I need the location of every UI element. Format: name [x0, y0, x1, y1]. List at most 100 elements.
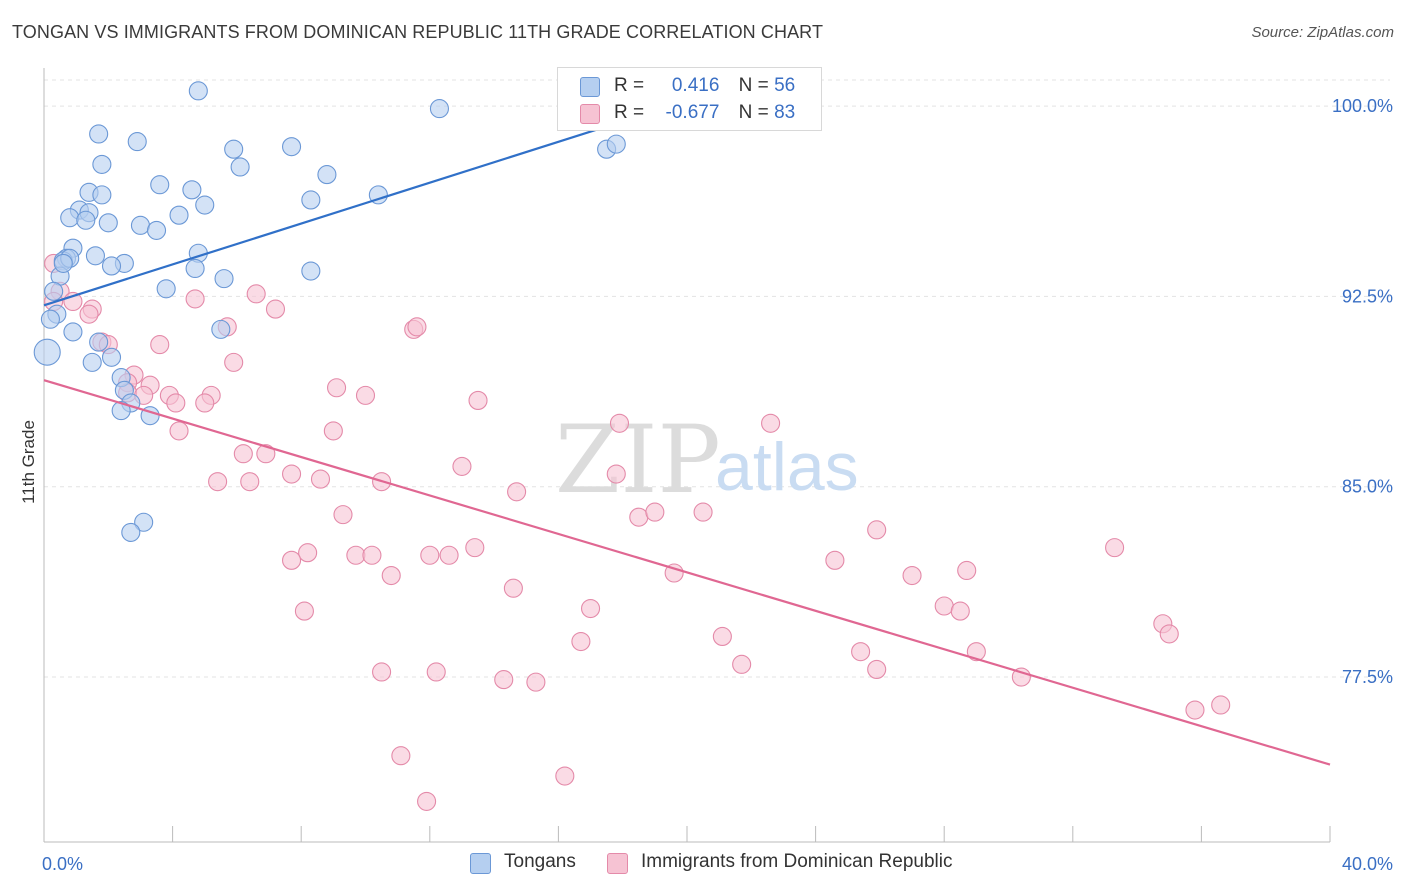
tongan-points	[33, 81, 626, 542]
dominican-point-29	[609, 413, 630, 433]
dominican-point-42	[645, 502, 665, 522]
tongan-point-1	[429, 99, 449, 119]
dominican-point-5	[79, 304, 99, 324]
dominican-point-14	[224, 352, 244, 372]
y-axis-label: 11th Grade	[19, 420, 38, 504]
dominican-point-24	[468, 390, 488, 410]
tongan-point-15	[195, 195, 215, 215]
dominican-point-82	[246, 284, 266, 304]
dominican-point-46	[346, 545, 366, 565]
tongan-point-42	[101, 347, 122, 367]
y-tick-label-1: 85.0%	[1342, 477, 1393, 497]
correlation-legend: R = 0.416 N = 56 R = -0.677 N = 83	[557, 67, 822, 131]
watermark-atlas: atlas	[715, 429, 859, 505]
legend-n-label: N =	[738, 75, 769, 96]
dominican-point-73	[426, 662, 446, 682]
bottom-legend-swatch-pink	[607, 853, 628, 874]
legend-r-value: -0.677	[665, 102, 720, 123]
dominican-point-47	[298, 543, 318, 563]
tongan-point-41	[33, 338, 61, 366]
tongan-point-29	[101, 256, 122, 276]
y-tick-label-0: 77.5%	[1342, 667, 1393, 687]
legend-swatch-blue	[580, 77, 600, 97]
tongan-point-3	[127, 132, 147, 152]
dominican-point-43	[693, 502, 713, 522]
bottom-legend-label-dominican: Immigrants from Dominican Republic	[641, 851, 953, 872]
dominican-point-35	[606, 464, 626, 484]
legend-n-value: 56	[774, 75, 796, 96]
tongan-trendline	[43, 105, 672, 307]
x-tick-label-1: 40.0%	[1342, 854, 1393, 874]
dominican-point-45	[867, 520, 887, 540]
legend-r-label: R =	[614, 75, 645, 96]
tongan-point-19	[60, 208, 80, 228]
tongan-point-21	[98, 213, 118, 233]
dominican-point-48	[362, 545, 382, 565]
dominican-point-68	[851, 642, 871, 662]
tongan-point-12	[92, 185, 112, 205]
dominican-point-79	[391, 746, 411, 766]
dominican-point-13	[150, 335, 170, 355]
dominican-point-10	[407, 317, 427, 337]
dominican-point-31	[233, 444, 253, 464]
tongan-point-2	[89, 124, 109, 144]
tongan-point-55	[146, 220, 167, 240]
dominican-point-65	[1159, 624, 1179, 644]
tongan-point-22	[130, 215, 150, 235]
tongan-point-43	[82, 352, 102, 372]
trendlines	[43, 105, 1331, 766]
dominican-point-72	[372, 662, 392, 682]
dominican-point-70	[732, 654, 752, 674]
tongan-point-6	[92, 154, 112, 174]
tongan-point-35	[44, 281, 64, 301]
dominican-point-75	[526, 672, 546, 692]
tongan-point-54	[53, 253, 73, 273]
dominican-point-80	[555, 766, 575, 786]
bottom-legend-swatch-blue	[470, 853, 491, 874]
dominican-point-81	[417, 791, 437, 811]
y-tick-label-3: 100.0%	[1332, 96, 1393, 116]
dominican-point-38	[310, 469, 331, 489]
tongan-point-10	[182, 180, 202, 200]
dominican-point-37	[240, 472, 260, 492]
legend-n-value: 83	[774, 102, 796, 123]
tongan-point-7	[230, 157, 250, 177]
tongan-point-38	[211, 319, 231, 339]
dominican-point-7	[185, 289, 205, 309]
dominican-point-66	[571, 631, 591, 652]
tongan-point-34	[156, 279, 176, 299]
tongan-point-49	[134, 512, 154, 532]
dominican-trendline	[43, 379, 1331, 766]
dominican-point-33	[282, 464, 302, 484]
dominican-point-54	[1105, 538, 1125, 558]
dominican-point-53	[825, 550, 845, 570]
tongan-point-39	[63, 322, 83, 342]
chart-title: TONGAN VS IMMIGRANTS FROM DOMINICAN REPU…	[12, 22, 824, 42]
tongan-point-47	[111, 401, 131, 421]
dominican-point-67	[712, 626, 732, 646]
dominican-point-26	[195, 393, 215, 413]
chart-source: Source: ZipAtlas.com	[1251, 24, 1394, 41]
tongan-point-0	[188, 81, 208, 101]
tongan-point-40	[89, 332, 109, 352]
legend-text-dominican: R = -0.677 N = 83	[614, 102, 795, 124]
tongan-point-18	[169, 205, 189, 225]
dominican-point-22	[327, 378, 347, 398]
dominican-point-52	[282, 550, 302, 570]
dominican-point-44	[333, 505, 353, 525]
axes	[43, 68, 1331, 843]
dominican-point-69	[966, 642, 986, 662]
dominican-point-74	[494, 670, 514, 690]
dominican-point-28	[323, 421, 343, 441]
dominican-point-71	[867, 659, 887, 679]
dominican-point-50	[439, 545, 459, 565]
watermark-zip: ZIP	[555, 406, 721, 515]
tongan-point-52	[606, 134, 626, 154]
dominican-point-32	[256, 444, 276, 464]
tongan-point-37	[40, 309, 60, 329]
tongan-point-31	[301, 261, 321, 281]
dominican-point-30	[761, 413, 781, 433]
bottom-legend-label-tongans: Tongans	[504, 851, 576, 872]
dominican-point-57	[664, 563, 684, 583]
